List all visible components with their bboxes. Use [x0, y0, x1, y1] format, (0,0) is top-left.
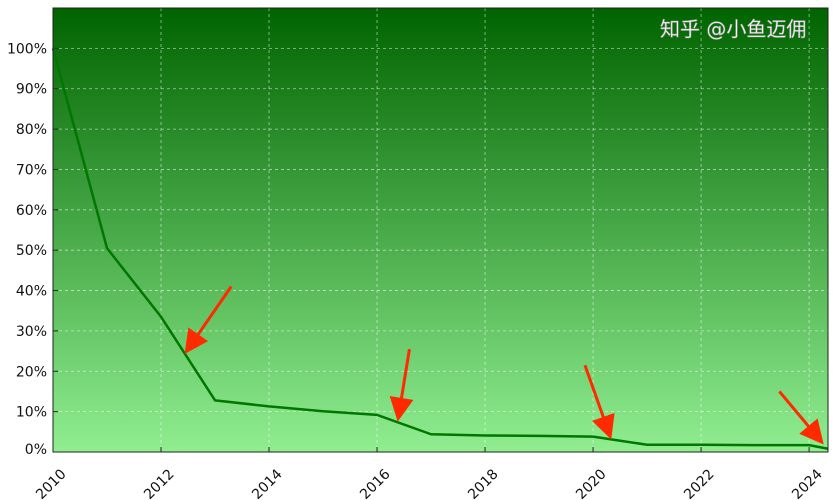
- plot-frame: [52, 7, 829, 453]
- y-tick-label: 90%: [16, 82, 47, 98]
- y-tick-label: 40%: [16, 284, 47, 300]
- series: [51, 48, 829, 450]
- x-tick-label: 2014: [249, 466, 286, 500]
- x-tick-label: 2016: [357, 466, 394, 500]
- x-tick-label: 2010: [33, 466, 70, 500]
- y-tick-label: 20%: [16, 364, 47, 380]
- y-tick-label: 0%: [25, 442, 47, 458]
- y-tick-label: 100%: [7, 41, 47, 57]
- x-tick-label: 2022: [681, 466, 718, 500]
- red-arrow-annotation: [583, 364, 615, 440]
- y-tick-label: 80%: [16, 122, 47, 138]
- x-tick-label: 2018: [465, 466, 502, 500]
- y-tick-label: 30%: [16, 324, 47, 340]
- plot-background: [53, 8, 828, 452]
- y-tick-label: 50%: [16, 243, 47, 259]
- series-line: [51, 48, 829, 450]
- grid: [52, 8, 828, 453]
- red-arrow-annotation: [389, 348, 414, 422]
- y-tick-label: 10%: [16, 405, 47, 421]
- annotations: [184, 285, 824, 445]
- x-tick-label: 2012: [141, 466, 178, 500]
- x-tick-label: 2020: [573, 466, 610, 500]
- red-arrow-annotation: [778, 390, 824, 445]
- watermark: 知乎 @小鱼迈佣: [660, 17, 806, 41]
- x-tick-label: 2024: [789, 466, 826, 500]
- red-arrow-annotation: [184, 285, 233, 355]
- y-tick-label: 60%: [16, 203, 47, 219]
- y-tick-label: 70%: [16, 162, 47, 178]
